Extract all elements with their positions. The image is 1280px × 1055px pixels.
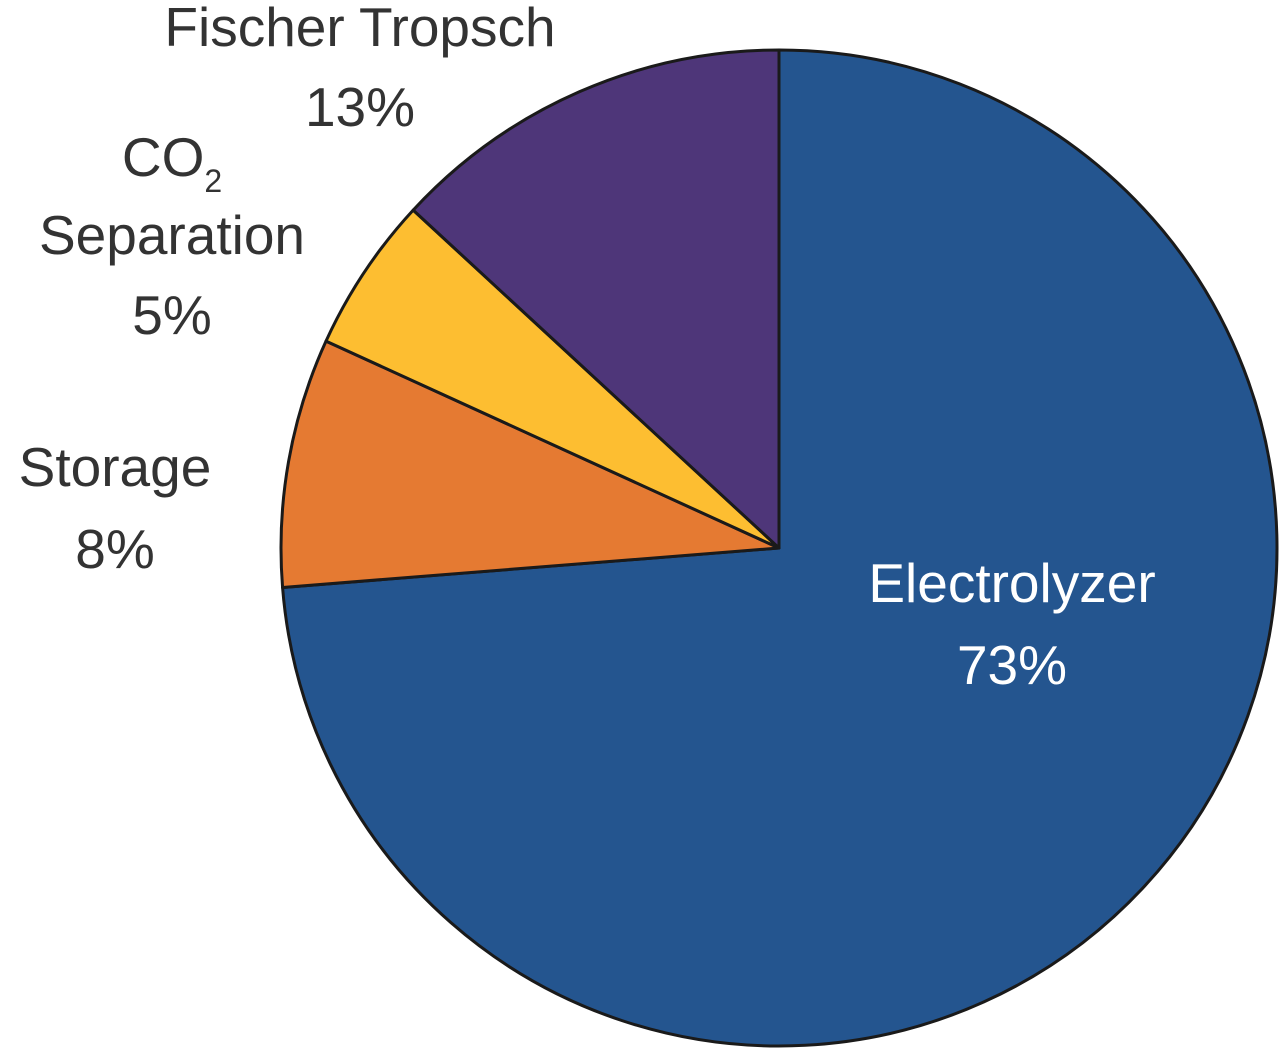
pie-slice-fischer-tropsch [411, 48, 781, 550]
slice-value-storage: 8% [75, 518, 155, 580]
co2-main-text: CO [122, 126, 205, 188]
slice-value-fischer-tropsch: 13% [305, 76, 415, 138]
slice-label-separation: Separation [39, 204, 305, 266]
slice-label-electrolyzer: Electrolyzer [868, 552, 1155, 614]
pie-slice-storage [279, 339, 781, 589]
pie-slices [279, 48, 1279, 1048]
slice-value-co2-separation: 5% [132, 284, 212, 346]
slice-value-electrolyzer: 73% [957, 634, 1067, 696]
co2-subscript-text: 2 [204, 163, 222, 199]
slice-label-storage: Storage [19, 436, 212, 498]
pie-labels: Electrolyzer 73% Storage 8% CO2 Separati… [19, 0, 1156, 696]
slice-label-fischer-tropsch: Fischer Tropsch [164, 0, 555, 58]
pie-slice-co [324, 208, 781, 550]
slice-label-co2: CO2 [122, 126, 222, 199]
